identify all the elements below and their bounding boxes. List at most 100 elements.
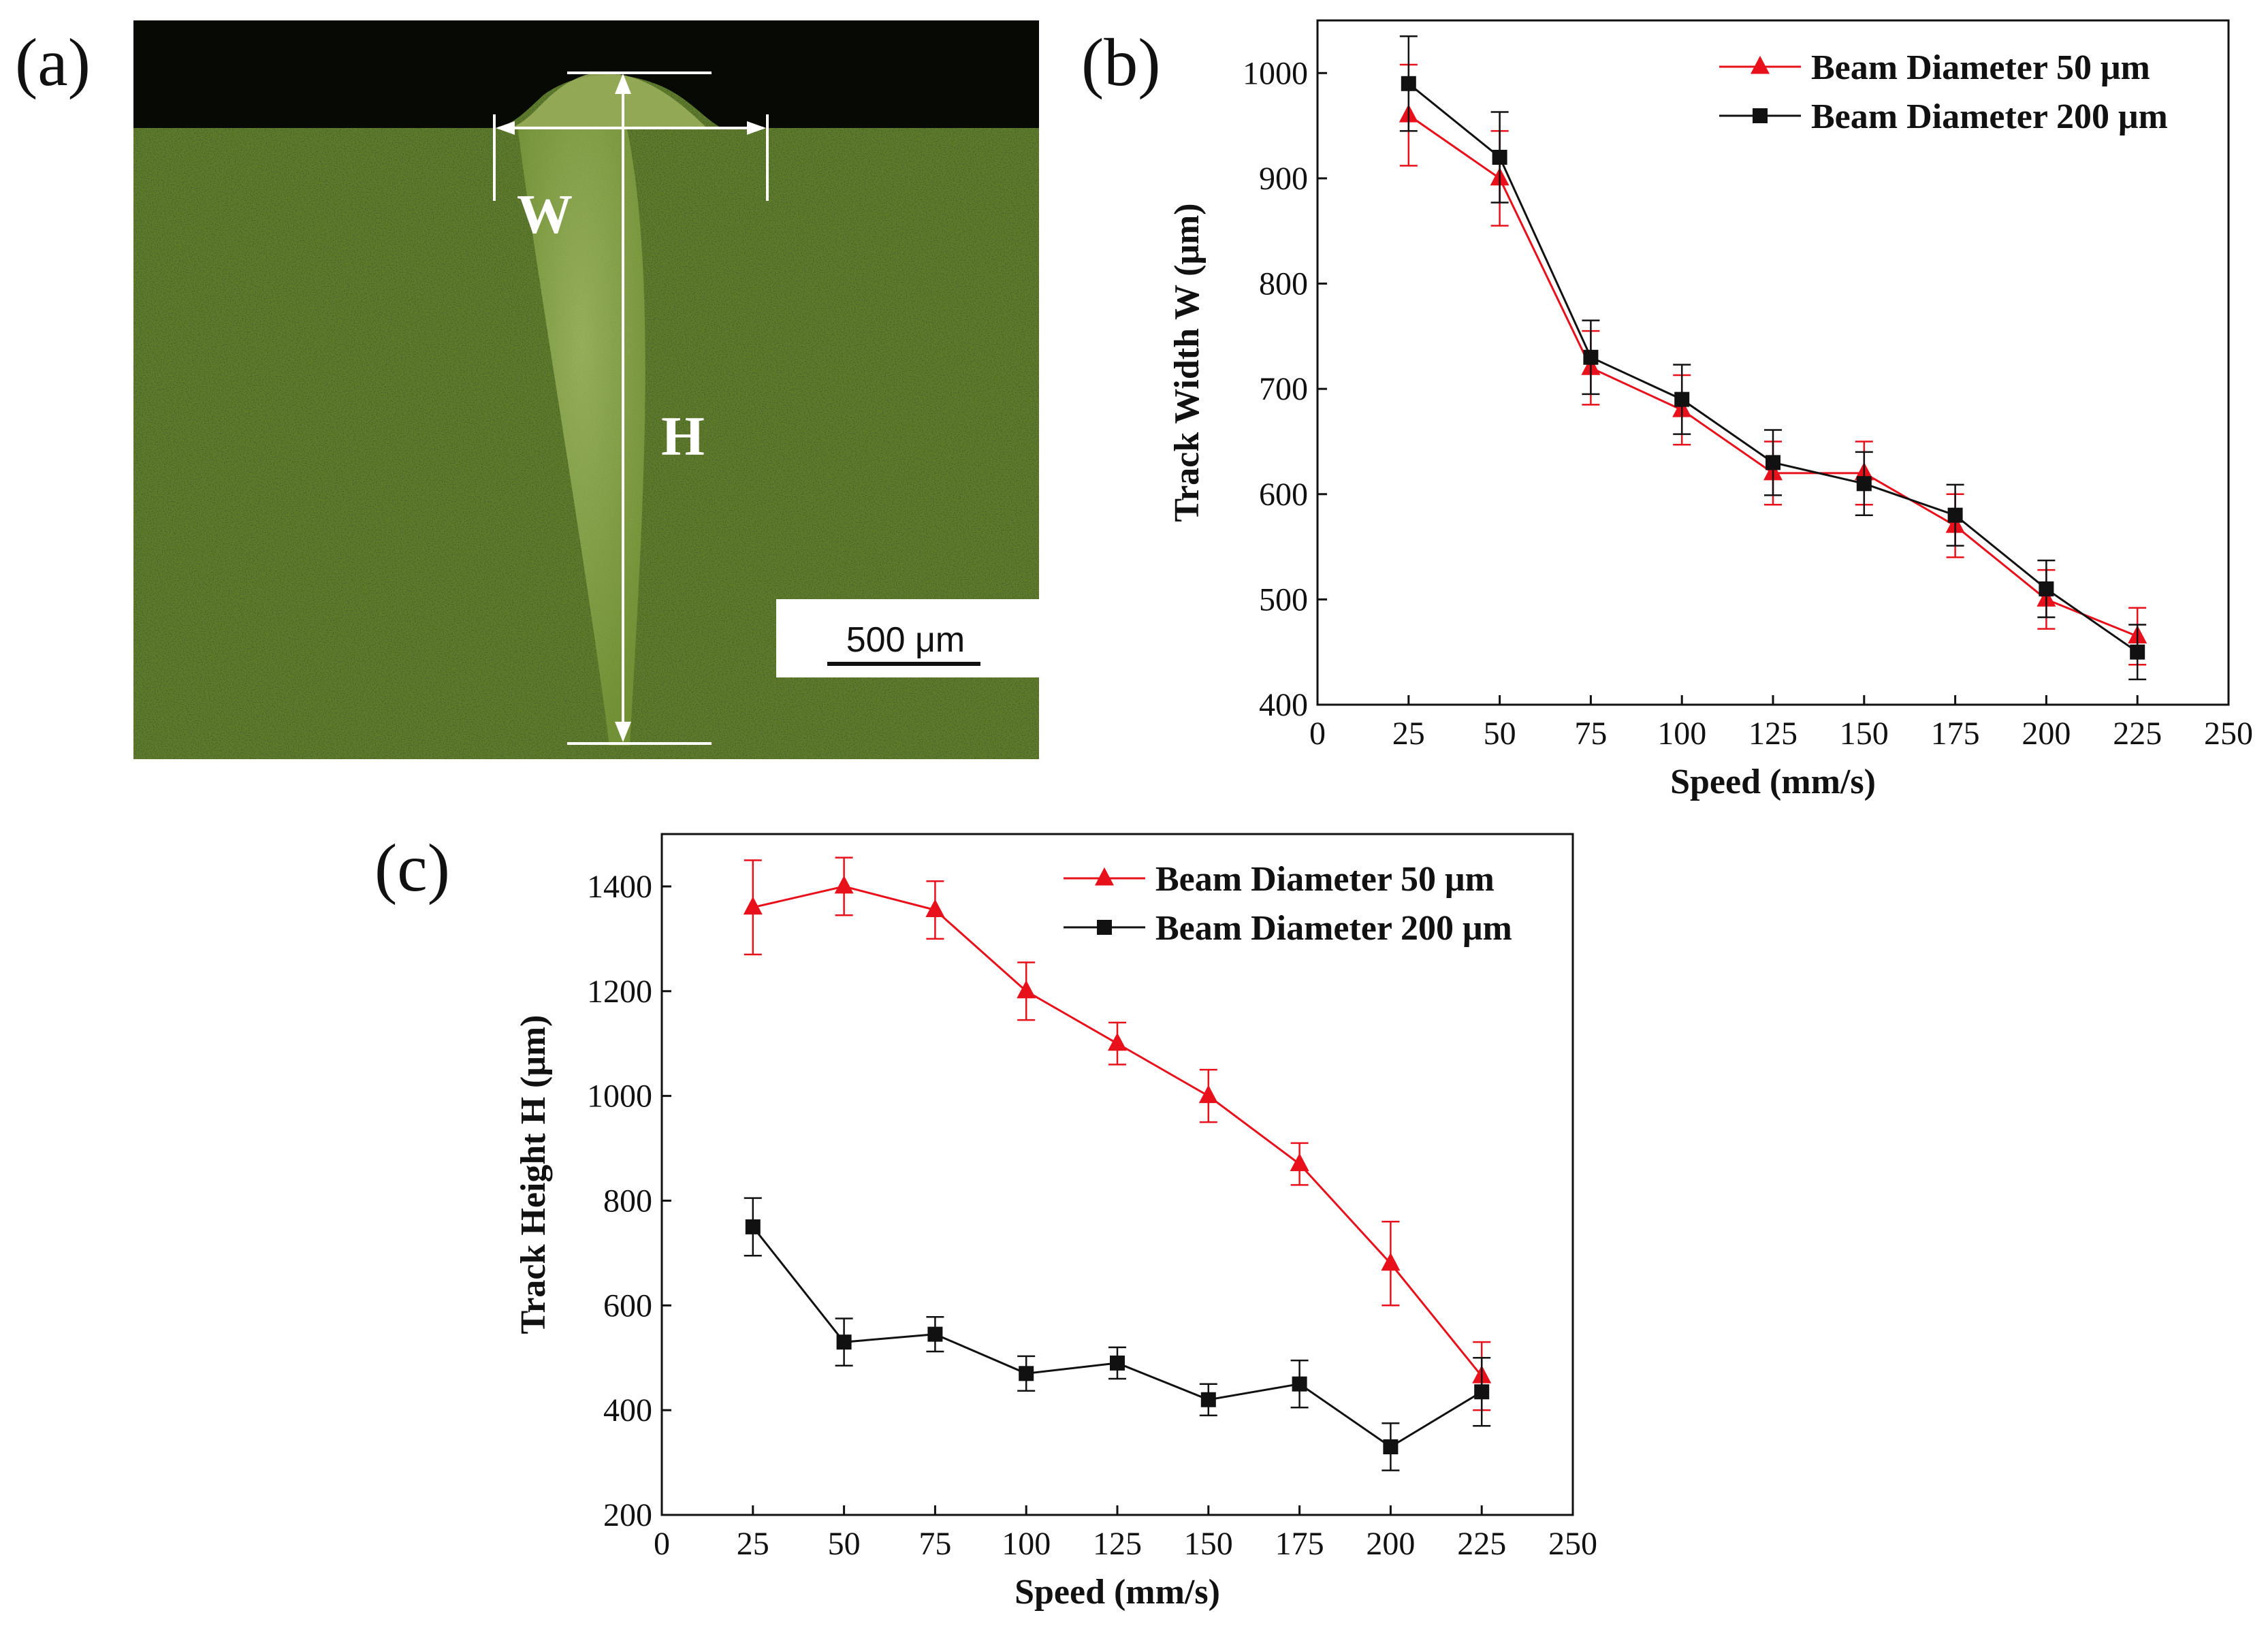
data-point: [1383, 1439, 1399, 1454]
x-tick-label: 250: [1548, 1526, 1597, 1562]
data-point: [1017, 980, 1036, 999]
x-tick-label: 150: [1840, 716, 1889, 752]
y-tick-label: 600: [1259, 477, 1308, 513]
height-label: H: [661, 405, 705, 467]
series-2: [744, 1197, 1491, 1471]
x-tick-label: 25: [1392, 716, 1425, 752]
x-tick-label: 250: [2204, 716, 2253, 752]
data-point: [927, 1326, 943, 1342]
height-arrow-head-bottom: [615, 722, 631, 742]
data-point: [1474, 1384, 1490, 1400]
x-tick-label: 125: [1748, 716, 1798, 752]
width-label: W: [517, 183, 573, 245]
dimension-annotations: [493, 71, 769, 745]
series-2: [1399, 35, 2147, 681]
legend-label: Beam Diameter 50 μm: [1811, 48, 2150, 87]
y-tick-label: 1000: [587, 1078, 652, 1115]
y-tick-label: 400: [603, 1392, 652, 1428]
data-point: [925, 899, 945, 918]
legend-label: Beam Diameter 200 μm: [1155, 909, 1512, 948]
x-tick-label: 200: [2022, 716, 2071, 752]
x-tick-label: 50: [828, 1526, 861, 1562]
data-point: [1856, 476, 1872, 492]
data-point: [1292, 1376, 1307, 1392]
data-point: [2039, 581, 2054, 596]
track-cap: [507, 73, 708, 129]
x-tick-label: 100: [1002, 1526, 1051, 1562]
legend-label: Beam Diameter 200 μm: [1811, 97, 2168, 136]
y-axis-title: Track Width W (μm): [1168, 203, 1207, 522]
x-tick-label: 150: [1184, 1526, 1233, 1562]
x-axis-title: Speed (mm/s): [1670, 763, 1876, 801]
data-point: [745, 1219, 761, 1234]
y-axis-title: Track Height H (μm): [514, 1015, 553, 1334]
scale-bar-text: 500 μm: [846, 620, 965, 660]
x-tick-label: 0: [1309, 716, 1326, 752]
data-point: [1401, 76, 1416, 91]
data-point: [1198, 1085, 1218, 1104]
y-tick-label: 800: [603, 1183, 652, 1219]
x-tick-label: 225: [1457, 1526, 1506, 1562]
series-1: [1399, 63, 2147, 666]
data-point: [1674, 391, 1690, 407]
panel-a-label: (a): [15, 25, 91, 100]
data-point: [1110, 1355, 1125, 1371]
x-tick-label: 75: [919, 1526, 951, 1562]
legend-label: Beam Diameter 50 μm: [1155, 860, 1495, 899]
x-tick-label: 175: [1275, 1526, 1324, 1562]
y-tick-label: 700: [1259, 371, 1308, 407]
melt-track: [517, 126, 645, 746]
panel-b-label: (b): [1081, 25, 1161, 100]
legend-marker: [1095, 867, 1114, 886]
legend-marker: [1751, 55, 1770, 74]
height-arrow-head-top: [615, 74, 631, 94]
y-tick-label: 400: [1259, 687, 1308, 723]
x-tick-label: 225: [2113, 716, 2162, 752]
y-tick-label: 900: [1259, 161, 1308, 197]
y-tick-label: 1200: [587, 974, 652, 1010]
x-tick-label: 200: [1366, 1526, 1415, 1562]
legend: Beam Diameter 50 μm Beam Diameter 200 μm: [1719, 48, 2168, 136]
series-line: [752, 885, 1483, 1377]
width-arrow-head-right: [747, 121, 766, 135]
x-tick-label: 100: [1657, 716, 1706, 752]
series-line: [752, 1226, 1482, 1448]
x-axis-title: Speed (mm/s): [1015, 1573, 1220, 1612]
track-height-chart: 0 25 50 75 100 125 150 175 200 225 250 200 400 600 800…: [514, 833, 1597, 1612]
data-point: [1108, 1032, 1127, 1051]
legend-marker: [1097, 920, 1112, 935]
panel-c-label: (c): [374, 830, 450, 906]
data-point: [1381, 1252, 1401, 1271]
x-tick-label: 0: [654, 1526, 670, 1562]
data-point: [1492, 150, 1507, 165]
y-tick-label: 600: [603, 1288, 652, 1324]
data-point: [743, 896, 763, 915]
x-tick-label: 75: [1574, 716, 1607, 752]
data-point: [1583, 349, 1599, 365]
y-tick-label: 500: [1259, 581, 1308, 618]
data-point: [836, 1334, 852, 1350]
data-point: [834, 875, 854, 894]
data-point: [1947, 507, 1963, 523]
legend: Beam Diameter 50 μm Beam Diameter 200 μm: [1064, 860, 1512, 948]
x-tick-label: 25: [737, 1526, 769, 1562]
width-arrow-head-left: [496, 121, 515, 135]
y-tick-label: 1400: [587, 869, 652, 905]
y-tick-label: 200: [603, 1497, 652, 1533]
micrograph: 500 μm: [133, 20, 1039, 759]
data-point: [1200, 1392, 1216, 1407]
x-tick-label: 50: [1484, 716, 1516, 752]
y-tick-label: 800: [1259, 266, 1308, 302]
series-line: [1407, 82, 2139, 653]
y-tick-label: 1000: [1243, 55, 1308, 91]
track-width-chart: 0 25 50 75 100 125 150 175 200 225 250 400 500 600 700…: [1168, 19, 2253, 801]
x-tick-label: 175: [1931, 716, 1980, 752]
x-tick-label: 125: [1093, 1526, 1142, 1562]
legend-marker: [1753, 108, 1768, 123]
data-point: [2130, 644, 2145, 660]
series-line: [1407, 114, 2138, 637]
data-point: [1290, 1153, 1309, 1172]
data-point: [1019, 1366, 1034, 1381]
data-point: [1766, 455, 1780, 470]
